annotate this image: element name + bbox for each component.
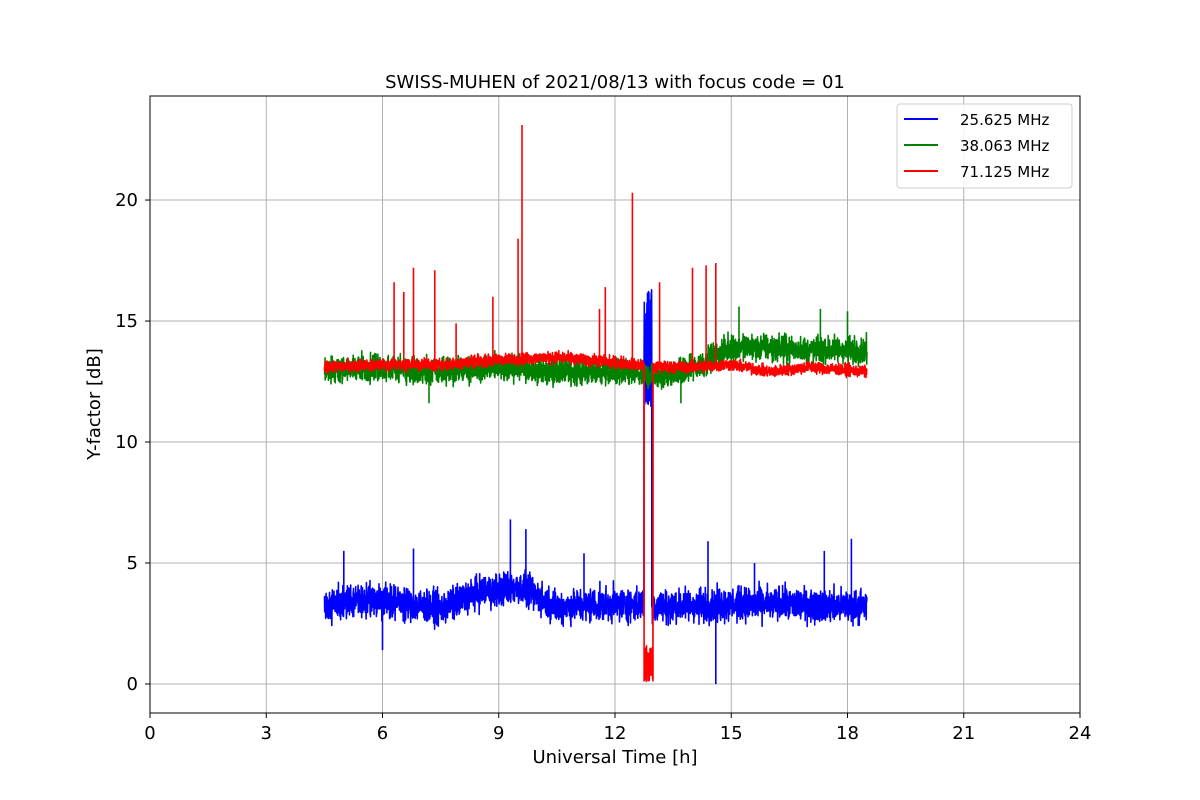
- series-layer: [323, 125, 868, 684]
- chart-title: SWISS-MUHEN of 2021/08/13 with focus cod…: [385, 72, 845, 93]
- x-tick-label: 9: [493, 723, 504, 744]
- y-tick-label: 0: [127, 674, 138, 695]
- y-tick-label: 20: [115, 190, 138, 211]
- x-tick-label: 24: [1069, 723, 1092, 744]
- series-line: [323, 306, 868, 404]
- legend-box: [896, 103, 1073, 189]
- x-tick-label: 6: [377, 723, 388, 744]
- y-tick-label: 15: [115, 311, 138, 332]
- legend: 25.625 MHz 38.063 MHz 71.125 MHz: [896, 103, 1073, 189]
- legend-label: 71.125 MHz: [960, 163, 1049, 181]
- y-axis-ticks: 0 5 10 15 20: [115, 190, 150, 695]
- x-tick-label: 0: [144, 723, 155, 744]
- x-tick-label: 3: [261, 723, 272, 744]
- y-tick-label: 10: [115, 432, 138, 453]
- x-tick-label: 21: [952, 723, 975, 744]
- legend-label: 38.063 MHz: [960, 137, 1049, 155]
- legend-label: 25.625 MHz: [960, 111, 1049, 129]
- x-tick-label: 12: [604, 723, 627, 744]
- x-tick-label: 18: [836, 723, 859, 744]
- x-axis-ticks: 0 3 6 9 12 15 18 21 24: [144, 713, 1091, 744]
- x-axis-label: Universal Time [h]: [532, 747, 697, 768]
- x-tick-label: 15: [720, 723, 743, 744]
- series-line: [323, 125, 868, 683]
- y-tick-label: 5: [127, 553, 138, 574]
- y-axis-label: Y-factor [dB]: [84, 348, 105, 461]
